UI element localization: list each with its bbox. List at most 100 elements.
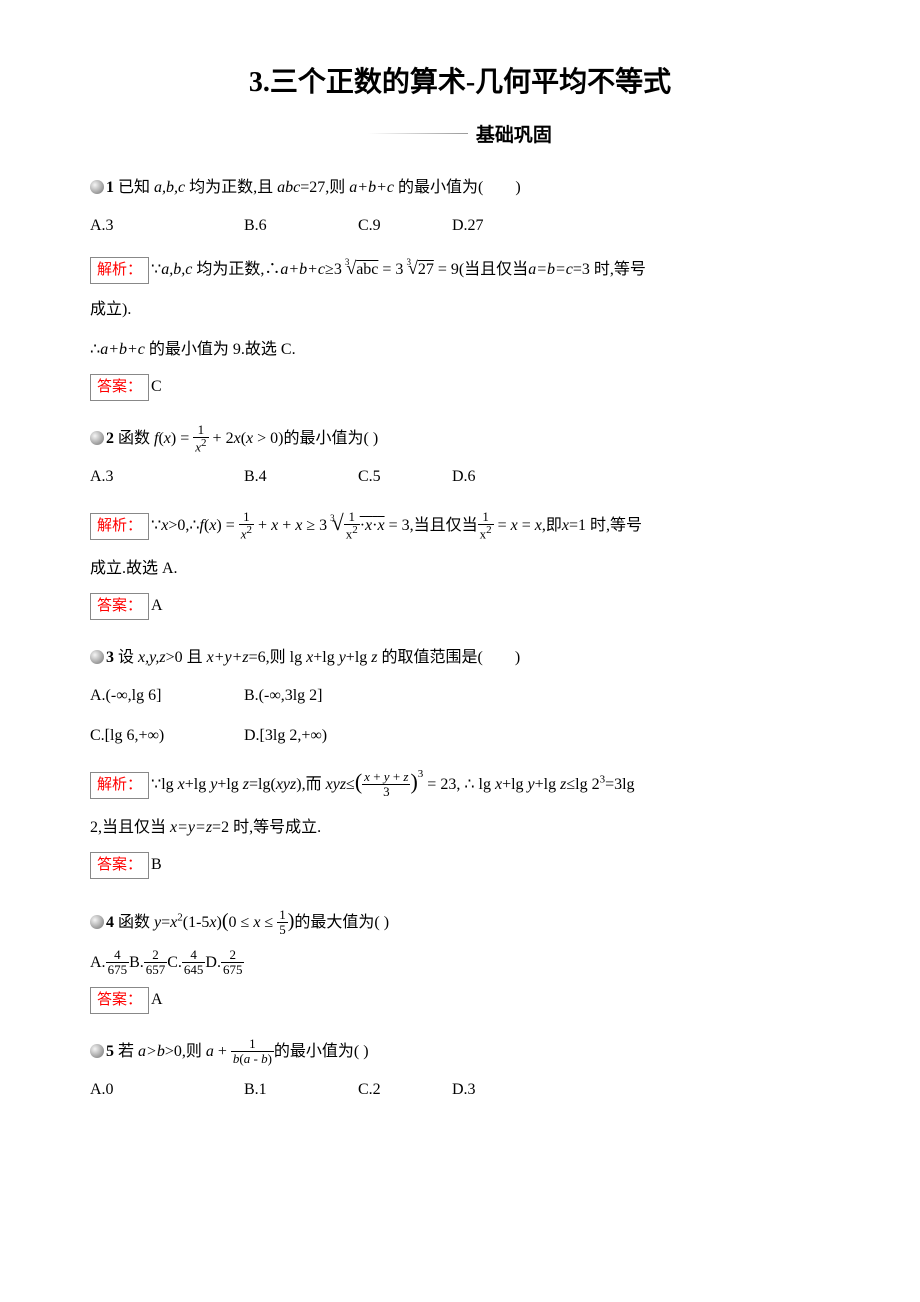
q2-da-label: 答案： [90,593,149,620]
bullet-icon [90,431,104,445]
q3-jx-label: 解析： [90,772,149,799]
q4-optB: B.2657 [129,947,167,979]
q1-jx-eq: = 3 [378,261,403,278]
q1-jx-mid: 均为正数,∴ [192,261,280,278]
q3-xyz2: xyz [326,776,346,793]
q3-options-2: C.[lg 6,+∞) D.[3lg 2,+∞) [90,720,830,752]
q3-t6: 的取值范围是( ) [378,649,521,666]
q3-answer: 答案：B [90,852,830,879]
bullet-icon [90,1044,104,1058]
q1-explain-l3: ∴a+b+c 的最小值为 9.故选 C. [90,334,830,366]
question-1: 1 已知 a,b,c 均为正数,且 abc=27,则 a+b+c 的最小值为( … [90,172,830,204]
q1-jx-pre: ∵ [151,261,161,278]
q3-optB: B.(-∞,3lg 2] [244,680,323,712]
q4-dom: (0 ≤ x ≤ 15) [222,914,295,931]
q1-jx-abc: a,b,c [161,261,192,278]
q4-optC: C.4645 [167,947,205,979]
q2-e2: + 2x(x > 0) [209,430,284,447]
q2-optC: C.5 [358,461,448,493]
q1-jx-sum: a+b+c [280,261,325,278]
q2-jx-x: x [562,517,569,534]
q3-optA: A.(-∞,lg 6] [90,680,240,712]
q1-l3-post: 的最小值为 9.故选 C. [145,341,296,358]
q1-t4: 的最小值为( ) [394,179,521,196]
q1-optC: C.9 [358,210,448,242]
q1-t2: 均为正数,且 [185,179,277,196]
q2-num: 2 [106,430,114,447]
q3-da-label: 答案： [90,852,149,879]
q5-optC: C.2 [358,1074,448,1106]
q1-jx-geq: ≥3 [325,261,342,278]
q4-options: A.4675B.2657C.4645D.2675 [90,947,830,979]
q5-cond: a>b [138,1043,165,1060]
q2-frac1: 1x2 [193,423,208,454]
q4-da-label: 答案： [90,987,149,1014]
q1-explain: 解析：∵a,b,c 均为正数,∴a+b+c≥33√abc = 33√27 = 9… [90,250,830,286]
q1-r1: abc [356,261,378,278]
q3-jx2: ≤(x + y + z3)3 = 23, ∴ lg x+lg y+lg z≤lg… [346,776,635,793]
q1-abc: a,b,c [154,179,185,196]
q4-optD: D.2675 [205,947,244,979]
q4-t2: 的最大值为( ) [294,914,389,931]
q3-l2b: =2 时,等号成立. [212,819,321,836]
q3-explain: 解析：∵lg x+lg y+lg z=lg(xyz),而 xyz≤(x + y … [90,760,830,804]
section-label: 基础巩固 [476,125,552,146]
question-3: 3 设 x,y,z>0 且 x+y+z=6,则 lg x+lg y+lg z 的… [90,642,830,674]
q3-t4: +lg [313,649,338,666]
q4-optA: A.4675 [90,947,129,979]
q1-root3a: 3 [345,257,350,267]
q2-jx-body: ∵x>0,∴f(x) = 1x2 + x + x ≥ 33√1x2·x·x = … [151,517,414,534]
q3-jx1b: 而 [306,776,326,793]
q1-da-label: 答案： [90,374,149,401]
q2-jx-body4: 即 [546,517,562,534]
section-header: 基础巩固 [90,120,830,147]
q5-optD: D.3 [452,1074,476,1106]
q5-options: A.0 B.1 C.2 D.3 [90,1074,830,1106]
q1-explain-l2: 成立). [90,294,830,326]
q3-t5: +lg [346,649,371,666]
q1-num: 1 [106,179,114,196]
q3-lgy: y [339,649,346,666]
bullet-icon [90,915,104,929]
q5-t1: 若 [114,1043,138,1060]
q5-num: 5 [106,1043,114,1060]
q2-t2: 的最小值为( ) [283,430,378,447]
q5-optB: B.1 [244,1074,354,1106]
q5-t3: 的最小值为( ) [274,1043,369,1060]
q1-cond: abc [277,179,300,196]
header-line [368,133,468,134]
q1-t1: 已知 [114,179,154,196]
q2-explain-l2: 成立.故选 A. [90,553,830,585]
q1-t3: =27,则 [300,179,349,196]
q2-jx-body3: = x = x, [494,517,546,534]
question-2: 2 函数 f(x) = 1x2 + 2x(x > 0)的最小值为( ) [90,423,830,455]
q3-sum: x+y+z [207,649,249,666]
q4-num: 4 [106,914,114,931]
q4-answer: 答案：A [90,987,830,1014]
bullet-icon [90,650,104,664]
q4-t1: 函数 [114,914,154,931]
q2-optA: A.3 [90,461,240,493]
q1-target: a+b+c [349,179,394,196]
q5-expr: + 1b(a - b) [214,1043,274,1060]
q4-da: A [151,991,163,1008]
q2-da: A [151,597,163,614]
q2-e1: (x) = [158,430,193,447]
q2-frac-eq: 1x2 [478,510,494,541]
q2-optD: D.6 [452,461,476,493]
q1-eqcond2: =3 时,等号 [573,261,646,278]
q3-t3: =6,则 lg [249,649,306,666]
q5-a: a [206,1043,214,1060]
q1-options: A.3 B.6 C.9 D.27 [90,210,830,242]
q3-t1: 设 [114,649,138,666]
q5-t2: >0,则 [165,1043,206,1060]
q5-optA: A.0 [90,1074,240,1106]
question-4: 4 函数 y=x2(1-5x)(0 ≤ x ≤ 15)的最大值为( ) [90,901,830,941]
q1-eqcond: a=b=c [528,261,573,278]
q3-options-1: A.(-∞,lg 6] B.(-∞,3lg 2] [90,680,830,712]
bullet-icon [90,180,104,194]
q2-answer: 答案：A [90,593,830,620]
q3-xyz: x,y,z [138,649,166,666]
q1-jx-val: = 9(当且仅当 [434,261,528,278]
q1-optA: A.3 [90,210,240,242]
